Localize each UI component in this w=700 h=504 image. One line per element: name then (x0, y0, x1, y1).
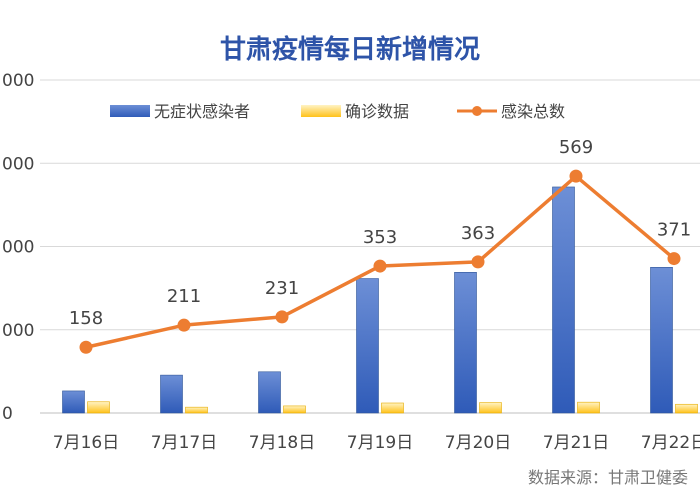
x-tick-label: 7月20日 (445, 433, 511, 453)
total-point (275, 310, 289, 324)
bar-confirmed (479, 402, 502, 414)
bar-confirmed (577, 401, 600, 414)
x-tick-label: 7月17日 (151, 433, 217, 453)
x-tick-label: 7月18日 (249, 433, 315, 453)
total-point (569, 169, 583, 183)
bar-confirmed (675, 403, 698, 414)
data-label: 371 (657, 220, 691, 241)
x-tick-label: 7月19日 (347, 433, 413, 453)
y-tick-label: 0 (2, 404, 13, 424)
y-tick-label: 000 (2, 154, 34, 174)
data-label: 211 (167, 286, 201, 307)
source-note: 数据来源：甘肃卫健委 (528, 468, 688, 487)
data-label: 569 (559, 137, 593, 158)
chart-title: 甘肃疫情每日新增情况 (220, 34, 480, 65)
bars (62, 186, 698, 414)
y-tick-label: 000 (2, 321, 34, 341)
bar-asymptomatic (258, 371, 281, 414)
total-point (373, 259, 387, 273)
x-axis: 7月16日 7月17日 7月18日 7月19日 7月20日 7月21日 7月22日 (53, 433, 700, 453)
x-tick-label: 7月22日 (641, 433, 700, 453)
bar-asymptomatic (160, 374, 183, 414)
legend: 无症状感染者 确诊数据 感染总数 (110, 102, 565, 121)
bar-asymptomatic (454, 272, 477, 414)
bar-confirmed (283, 405, 306, 414)
bar-confirmed (381, 402, 404, 414)
legend-swatch-total-marker (472, 106, 482, 116)
data-labels: 158 211 231 353 363 569 371 (69, 137, 691, 329)
bar-asymptomatic (650, 267, 673, 414)
y-tick-label: 000 (2, 71, 34, 91)
bar-asymptomatic (62, 390, 85, 414)
data-label: 158 (69, 308, 103, 329)
legend-swatch-confirmed (301, 105, 341, 117)
legend-label-confirmed: 确诊数据 (345, 102, 409, 121)
legend-label-total: 感染总数 (501, 102, 565, 121)
data-label: 231 (265, 278, 299, 299)
x-tick-label: 7月21日 (543, 433, 609, 453)
data-label: 363 (461, 223, 495, 244)
total-point (79, 340, 93, 354)
bar-asymptomatic (356, 278, 379, 414)
total-point (471, 255, 485, 269)
bar-confirmed (87, 401, 110, 414)
bar-asymptomatic (552, 186, 575, 414)
legend-label-asymptomatic: 无症状感染者 (154, 102, 250, 121)
bar-confirmed (185, 406, 208, 414)
total-line (79, 169, 681, 354)
x-tick-label: 7月16日 (53, 433, 119, 453)
y-tick-label: 000 (2, 238, 34, 258)
data-label: 353 (363, 227, 397, 248)
total-point (667, 252, 681, 266)
total-point (177, 318, 191, 332)
legend-swatch-asymptomatic (110, 105, 150, 117)
